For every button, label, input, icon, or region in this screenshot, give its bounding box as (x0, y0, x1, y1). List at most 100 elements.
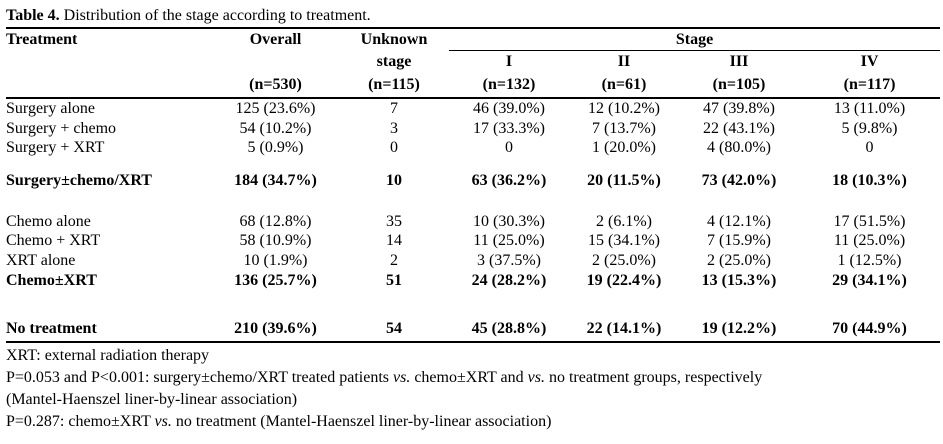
cell-stage3: 19 (12.2%) (679, 317, 799, 343)
cell-stage2: 15 (34.1%) (588, 232, 660, 249)
distribution-table: Treatment Overall Unknown Stage stage I … (6, 29, 941, 343)
footnote-xrt-definition: XRT: external radiation therapy (6, 347, 210, 364)
col-n-stage1: (n=132) (449, 72, 569, 99)
table-caption-text: Distribution of the stage according to t… (59, 7, 371, 24)
cell-overall: 58 (10.9%) (239, 232, 312, 249)
vs-italic: vs. (393, 369, 411, 386)
header-empty (6, 51, 212, 73)
header-row-1: Treatment Overall Unknown Stage (6, 29, 941, 51)
cell-unknown: 7 (390, 100, 398, 117)
cell-unknown: 0 (390, 139, 398, 156)
cell-stage2: 1 (20.0%) (592, 139, 656, 156)
table-row-chemo-xrt: Chemo + XRT 58 (10.9%) 14 11 (25.0%) 15 … (6, 231, 940, 251)
cell-treatment: Chemo + XRT (6, 232, 101, 249)
cell-stage2: 7 (13.7%) (592, 119, 656, 137)
cell-stage1: 17 (33.3%) (473, 119, 545, 137)
cell-treatment: Surgery + chemo (6, 119, 117, 137)
header-row-2: stage I II III IV (6, 51, 940, 73)
col-header-unknown-line2: stage (376, 52, 412, 70)
cell-stage2: 12 (10.2%) (588, 100, 660, 117)
cell-overall: 125 (23.6%) (235, 100, 316, 117)
cell-stage2: 2 (6.1%) (596, 212, 652, 230)
col-n-stage3: (n=105) (679, 72, 799, 99)
table-row-surgery-xrt: Surgery + XRT 5 (0.9%) 0 0 1 (20.0%) 4 (… (6, 138, 940, 158)
cell-stage4: 1 (12.5%) (837, 251, 902, 269)
cell-overall: 136 (25.7%) (234, 271, 317, 289)
cell-stage2: 20 (11.5%) (587, 172, 661, 190)
header-row-3: (n=530) (n=115) (n=132) (n=61) (n=105) (… (6, 72, 941, 99)
cell-stage1: 10 (30.3%) (473, 212, 545, 230)
col-header-stage1: I (505, 53, 513, 70)
cell-unknown: 51 (386, 271, 402, 289)
cell-stage4: 5 (9.8%) (841, 119, 898, 137)
spacer-row (6, 192, 940, 212)
table-row-surgery-alone: Surgery alone 125 (23.6%) 7 46 (39.0%) 1… (6, 98, 940, 119)
cell-stage3: 13 (15.3%) (701, 271, 777, 289)
cell-stage3: 22 (43.1%) (703, 119, 775, 137)
cell-stage2: 19 (22.4%) (586, 271, 662, 289)
spacer-row (6, 291, 940, 317)
cell-stage1: 3 (37.5%) (477, 251, 541, 269)
col-header-treatment: Treatment (6, 31, 78, 48)
cell-stage2: 2 (25.0%) (592, 251, 656, 269)
cell-stage1: 45 (28.8%) (449, 317, 569, 343)
cell-treatment: No treatment (6, 317, 212, 343)
cell-overall: 10 (1.9%) (243, 251, 308, 269)
col-header-stage3: III (729, 53, 749, 70)
cell-unknown: 2 (390, 251, 398, 269)
cell-stage4: 29 (34.1%) (832, 271, 907, 289)
cell-overall: 210 (39.6%) (212, 317, 339, 343)
cell-stage3: 2 (25.0%) (707, 251, 771, 269)
col-header-stage4: IV (860, 53, 879, 70)
cell-stage1: 46 (39.0%) (473, 100, 545, 117)
table-caption: Table 4. Distribution of the stage accor… (6, 6, 940, 29)
table-body: Surgery alone 125 (23.6%) 7 46 (39.0%) 1… (6, 98, 941, 343)
table-row-chemo-alone: Chemo alone 68 (12.8%) 35 10 (30.3%) 2 (… (6, 212, 940, 232)
spacer-row (6, 158, 940, 171)
cell-stage1: 0 (505, 139, 513, 156)
table-row-xrt-alone: XRT alone 10 (1.9%) 2 3 (37.5%) 2 (25.0%… (6, 251, 940, 271)
footnote-pvalue-1: P=0.053 and P<0.001: surgery±chemo/XRT t… (6, 369, 763, 386)
col-n-stage4: (n=117) (799, 72, 941, 99)
cell-stage3: 4 (80.0%) (707, 139, 771, 156)
table-row-surgery-chemo: Surgery + chemo 54 (10.2%) 3 17 (33.3%) … (6, 119, 940, 139)
col-n-unknown: (n=115) (339, 72, 449, 99)
cell-treatment: Chemo±XRT (6, 271, 97, 289)
col-header-unknown-line1: Unknown (360, 31, 428, 48)
cell-stage1: 24 (28.2%) (471, 271, 547, 289)
table-row-no-treatment: No treatment 210 (39.6%) 54 45 (28.8%) 2… (6, 317, 941, 343)
table-caption-number: Table 4. (6, 7, 60, 24)
header-empty (212, 51, 339, 73)
cell-unknown: 54 (339, 317, 449, 343)
cell-stage4: 18 (10.3%) (832, 172, 907, 190)
cell-stage1: 11 (25.0%) (473, 232, 545, 249)
cell-stage3: 4 (12.1%) (707, 212, 771, 230)
cell-unknown: 3 (390, 119, 398, 137)
cell-overall: 54 (10.2%) (239, 119, 312, 137)
col-n-overall: (n=530) (212, 72, 339, 99)
cell-treatment: Surgery±chemo/XRT (6, 172, 152, 190)
col-header-stage2: II (617, 53, 631, 70)
table-header: Treatment Overall Unknown Stage stage I … (6, 29, 941, 99)
table-row-surgery-subtotal: Surgery±chemo/XRT 184 (34.7%) 10 63 (36.… (6, 171, 940, 192)
vs-italic: vs. (527, 369, 545, 386)
paper-table-figure: Table 4. Distribution of the stage accor… (6, 6, 941, 430)
cell-stage3: 47 (39.8%) (703, 100, 775, 117)
cell-stage2: 22 (14.1%) (569, 317, 679, 343)
cell-stage3: 7 (15.9%) (707, 232, 771, 249)
footnote-pvalue-2: P=0.287: chemo±XRT vs. no treatment (Man… (6, 413, 552, 430)
col-header-stage-group: Stage (449, 29, 941, 51)
cell-unknown: 35 (386, 212, 402, 230)
footnote-pvalue-1-method: (Mantel-Haenszel liner-by-linear associa… (6, 391, 298, 408)
cell-treatment: Surgery alone (6, 100, 96, 117)
cell-stage4: 11 (25.0%) (833, 232, 906, 249)
cell-unknown: 10 (386, 172, 402, 190)
cell-unknown: 14 (386, 232, 402, 249)
col-header-overall: Overall (249, 31, 302, 48)
cell-stage4: 17 (51.5%) (833, 212, 906, 230)
cell-stage4: 0 (865, 139, 874, 156)
cell-overall: 5 (0.9%) (247, 139, 304, 156)
cell-stage3: 73 (42.0%) (701, 172, 777, 190)
cell-treatment: Surgery + XRT (6, 139, 105, 156)
cell-stage4: 13 (11.0%) (833, 100, 906, 117)
